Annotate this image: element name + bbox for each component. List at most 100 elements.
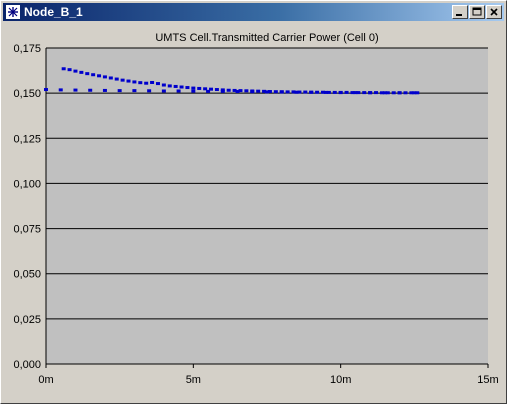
y-tick-label: 0,050	[13, 269, 41, 281]
data-point	[150, 80, 155, 84]
x-axis-labels: 0m 5m 10m 15m	[38, 364, 499, 386]
data-point	[73, 69, 78, 73]
data-point	[67, 68, 72, 72]
data-point	[294, 90, 299, 94]
app-icon[interactable]	[6, 5, 20, 19]
data-point	[44, 88, 48, 92]
data-point	[214, 88, 219, 92]
data-point	[303, 90, 308, 94]
data-point	[368, 91, 373, 95]
data-point	[265, 90, 269, 94]
data-point	[344, 90, 349, 94]
data-point	[179, 85, 184, 89]
data-point	[226, 88, 231, 92]
data-point	[279, 90, 284, 94]
data-point	[102, 75, 107, 79]
data-point	[114, 77, 119, 81]
data-point	[161, 89, 166, 93]
x-tick-label: 0m	[38, 374, 53, 386]
x-tick-label: 10m	[330, 374, 351, 386]
data-point	[91, 73, 96, 77]
data-point	[320, 90, 325, 94]
data-point	[120, 78, 125, 82]
data-point	[382, 91, 387, 95]
data-point	[185, 86, 190, 90]
data-point	[397, 91, 402, 95]
data-point	[144, 81, 149, 85]
data-point	[220, 89, 225, 93]
data-point	[403, 91, 408, 95]
data-point	[391, 91, 396, 95]
y-tick-label: 0,000	[13, 359, 41, 371]
chart: UMTS Cell.Transmitted Carrier Power (Cel…	[13, 32, 499, 386]
plot-panel: UMTS Cell.Transmitted Carrier Power (Cel…	[4, 23, 503, 401]
data-point	[209, 87, 214, 91]
minimize-icon	[456, 14, 462, 16]
y-tick-label: 0,075	[13, 224, 41, 236]
data-point	[147, 89, 152, 93]
data-point	[338, 91, 343, 95]
data-point	[73, 88, 78, 92]
window-title: Node_B_1	[24, 5, 83, 19]
y-tick-label: 0,150	[13, 88, 41, 100]
data-point	[256, 89, 261, 93]
data-point	[138, 81, 143, 85]
data-point	[356, 91, 361, 95]
data-point	[267, 90, 272, 94]
close-icon	[490, 8, 498, 16]
data-point	[323, 90, 328, 94]
data-point	[173, 84, 178, 88]
y-tick-label: 0,125	[13, 133, 41, 145]
data-point	[61, 67, 66, 71]
y-tick-label: 0,175	[13, 43, 41, 55]
data-point	[385, 91, 390, 95]
data-point	[235, 90, 240, 94]
data-point	[102, 88, 107, 92]
data-point	[412, 91, 417, 95]
data-point	[415, 91, 420, 95]
close-button[interactable]	[486, 5, 502, 19]
data-point	[244, 89, 249, 93]
data-point	[238, 89, 243, 93]
data-point	[203, 87, 208, 91]
data-point	[85, 72, 90, 76]
data-point	[362, 91, 367, 95]
data-point	[206, 89, 211, 93]
y-tick-label: 0,025	[13, 314, 41, 326]
data-point	[309, 90, 314, 94]
minimize-button[interactable]	[452, 5, 468, 19]
data-point	[379, 91, 384, 95]
data-point	[161, 83, 166, 87]
x-tick-label: 5m	[186, 374, 201, 386]
data-point	[374, 91, 379, 95]
data-point	[262, 89, 267, 93]
data-point	[58, 88, 63, 92]
data-point	[353, 91, 358, 95]
y-axis-labels: 0,000 0,025 0,050 0,075 0,100 0,125 0,150 0,175	[13, 43, 41, 371]
chart-title: UMTS Cell.Transmitted Carrier Power (Cel…	[155, 32, 378, 44]
data-point	[191, 86, 196, 90]
data-point	[197, 86, 202, 90]
x-tick-label: 15m	[477, 374, 498, 386]
data-point	[250, 90, 255, 94]
plot-background	[46, 48, 488, 364]
data-point	[326, 90, 331, 94]
data-point	[167, 84, 172, 88]
data-point	[155, 82, 160, 86]
data-point	[132, 89, 137, 93]
data-point	[315, 90, 320, 94]
title-bar[interactable]: Node_B_1	[3, 3, 504, 21]
grid-layer	[45, 47, 488, 365]
data-point	[117, 89, 122, 93]
data-point	[350, 91, 355, 95]
series-layer	[44, 67, 420, 95]
data-point	[409, 91, 414, 95]
maximize-button[interactable]	[469, 5, 485, 19]
data-point	[132, 80, 137, 84]
data-point	[285, 90, 290, 94]
data-point	[126, 79, 131, 83]
data-point	[332, 90, 337, 94]
data-point	[297, 90, 302, 94]
data-point	[291, 90, 296, 94]
